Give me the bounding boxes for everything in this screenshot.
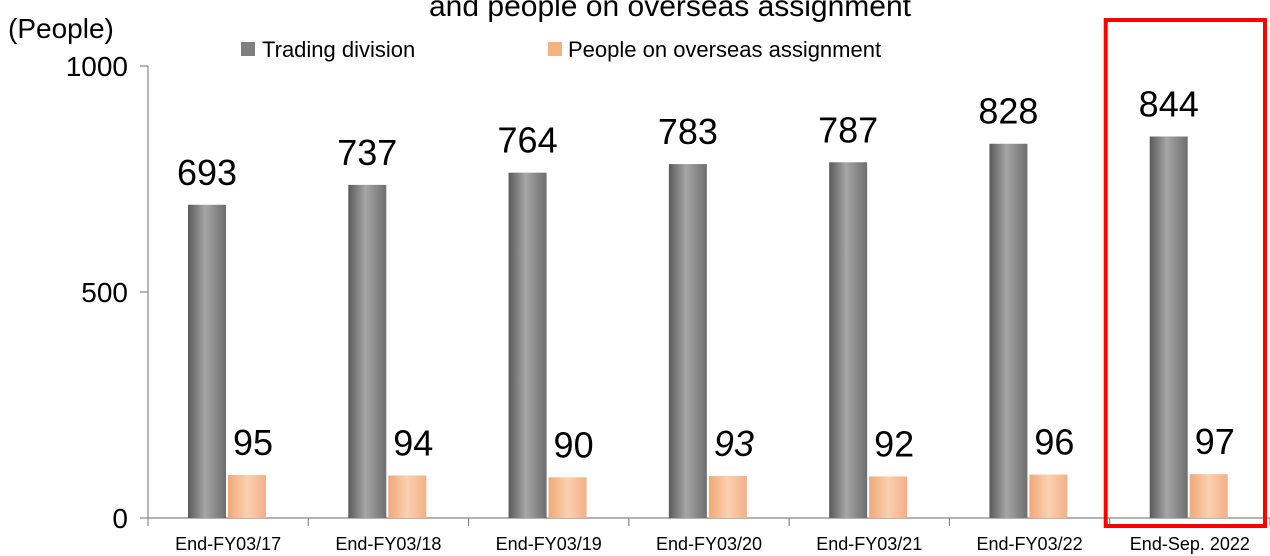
value-label-trading-division: 764 bbox=[498, 120, 558, 161]
y-tick-label: 500 bbox=[81, 277, 128, 308]
y-tick-label: 1000 bbox=[66, 51, 128, 82]
y-axis-tick-labels: 0 500 1000 bbox=[66, 51, 128, 534]
bars bbox=[188, 136, 1228, 519]
x-tick-label: End-FY03/18 bbox=[335, 534, 441, 554]
legend-swatch-trading-division bbox=[241, 42, 255, 56]
value-label-overseas-assignment: 94 bbox=[393, 423, 433, 464]
x-tick-label: End-FY03/19 bbox=[496, 534, 602, 554]
legend-swatch-overseas-assignment bbox=[548, 42, 562, 56]
bar-trading-division bbox=[989, 143, 1028, 518]
value-label-overseas-assignment: 97 bbox=[1195, 421, 1235, 462]
bar-overseas-assignment bbox=[388, 475, 427, 518]
x-axis-tick-labels: End-FY03/17 End-FY03/18 End-FY03/19 End-FY0… bbox=[175, 534, 1250, 554]
x-tick-label: End-FY03/20 bbox=[656, 534, 762, 554]
bar-overseas-assignment bbox=[1189, 474, 1228, 518]
x-tick-label: End-FY03/21 bbox=[816, 534, 922, 554]
value-label-overseas-assignment: 92 bbox=[874, 423, 914, 464]
value-label-trading-division: 844 bbox=[1139, 84, 1199, 125]
value-label-trading-division: 693 bbox=[177, 152, 237, 193]
value-label-trading-division: 787 bbox=[818, 109, 878, 150]
highlight-rectangle bbox=[1103, 18, 1267, 528]
bar-overseas-assignment bbox=[548, 477, 587, 518]
bar-overseas-assignment bbox=[708, 475, 747, 518]
bar-overseas-assignment bbox=[1029, 474, 1068, 518]
legend-label-trading-division: Trading division bbox=[262, 37, 415, 62]
value-label-trading-division: 828 bbox=[978, 91, 1038, 132]
value-labels: 693 95 737 94 764 90 783 93 787 92 828 96 844 97 bbox=[177, 84, 1235, 466]
value-label-overseas-assignment: 95 bbox=[233, 422, 273, 463]
bar-overseas-assignment bbox=[869, 476, 908, 518]
bar-trading-division bbox=[829, 162, 868, 518]
bar-trading-division bbox=[1149, 136, 1188, 518]
legend: Trading division People on overseas assi… bbox=[241, 37, 881, 62]
y-axis-unit-label: (People) bbox=[8, 13, 114, 44]
value-label-overseas-assignment: 90 bbox=[554, 424, 594, 465]
value-label-trading-division: 737 bbox=[337, 132, 397, 173]
bar-overseas-assignment bbox=[228, 475, 266, 518]
highlight-box bbox=[1103, 18, 1267, 528]
bar-trading-division bbox=[188, 204, 226, 518]
bar-trading-division bbox=[508, 172, 547, 518]
x-tick-label: End-FY03/22 bbox=[977, 534, 1083, 554]
x-tick-label: End-Sep. 2022 bbox=[1130, 534, 1250, 554]
y-tick-label: 0 bbox=[112, 503, 128, 534]
x-tick-label: End-FY03/17 bbox=[175, 534, 281, 554]
value-label-overseas-assignment: 96 bbox=[1034, 422, 1074, 463]
value-label-overseas-assignment: 93 bbox=[714, 423, 754, 464]
value-label-trading-division: 783 bbox=[658, 111, 718, 152]
legend-label-overseas-assignment: People on overseas assignment bbox=[568, 37, 881, 62]
bar-trading-division bbox=[348, 184, 387, 518]
chart-title: and people on overseas assignment bbox=[429, 0, 912, 23]
bar-trading-division bbox=[668, 164, 707, 519]
